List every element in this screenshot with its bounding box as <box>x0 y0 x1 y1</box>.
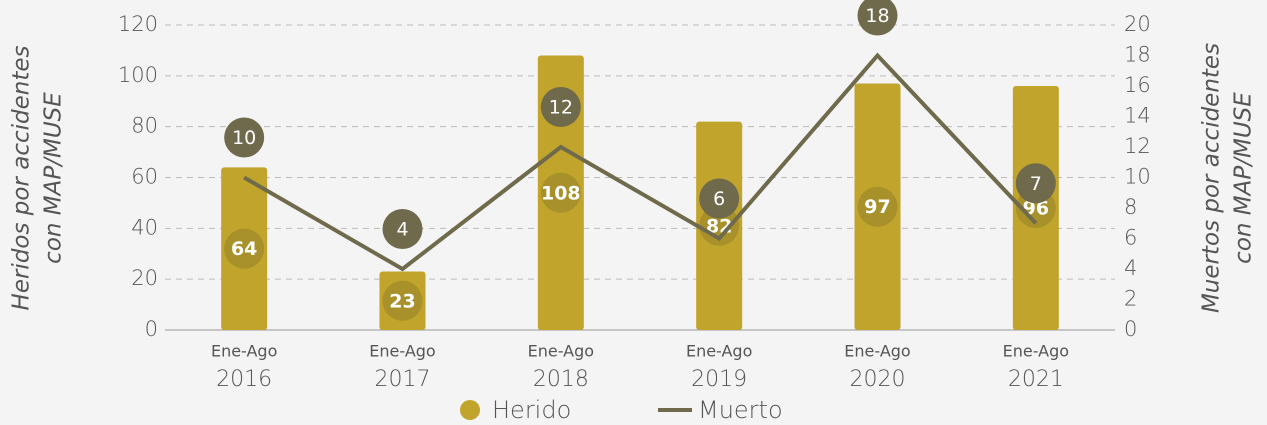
line-label-bg <box>224 117 265 158</box>
y-tick-label: 20 <box>131 266 158 290</box>
y2-tick-label: 6 <box>1124 226 1137 250</box>
bar-label: 64 <box>231 238 257 260</box>
y-tick-label: 120 <box>118 12 158 36</box>
bar-label-bg <box>540 172 581 213</box>
x-tick-label: 2017 <box>375 367 431 392</box>
line-label: 7 <box>1030 173 1042 195</box>
y2-tick-label: 18 <box>1124 43 1151 67</box>
x-tick-label: Ene-Ago <box>686 342 752 361</box>
x-tick-label: 2018 <box>533 367 589 392</box>
x-tick-label: 2019 <box>691 367 747 392</box>
y-axis-title: con MAP/MUSE <box>41 92 67 264</box>
bar-label: 23 <box>389 290 415 312</box>
y2-tick-label: 20 <box>1124 12 1151 36</box>
y-tick-label: 0 <box>145 317 158 341</box>
x-tick-label: 2020 <box>850 367 906 392</box>
y-axis-title: Heridos por accidentes <box>9 46 35 311</box>
line <box>243 52 1038 272</box>
legend-label: Muerto <box>698 396 783 424</box>
bar-label: 108 <box>541 182 581 204</box>
x-tick-label: Ene-Ago <box>528 342 594 361</box>
line-label: 12 <box>549 97 573 119</box>
y-tick-label: 60 <box>131 165 158 189</box>
x-tick-label: Ene-Ago <box>211 342 277 361</box>
x-tick-label: Ene-Ago <box>369 342 435 361</box>
y2-axis-title: con MAP/MUSE <box>1231 92 1257 264</box>
line-label-bg <box>699 178 740 219</box>
y2-tick-label: 2 <box>1124 287 1137 311</box>
y2-tick-label: 10 <box>1124 165 1151 189</box>
line-label: 18 <box>865 5 889 27</box>
y2-tick-label: 12 <box>1124 134 1151 158</box>
legend-label: Herido <box>492 396 571 424</box>
x-tick-label: Ene-Ago <box>1003 342 1069 361</box>
line-label-bg <box>1015 163 1056 204</box>
x-tick-label: 2021 <box>1008 367 1064 392</box>
y2-tick-label: 14 <box>1124 104 1151 128</box>
legend-swatch <box>460 400 480 420</box>
bar-label-bg <box>857 186 898 227</box>
y2-tick-label: 4 <box>1124 256 1137 280</box>
x-tick-label: Ene-Ago <box>844 342 910 361</box>
y2-tick-label: 0 <box>1124 317 1137 341</box>
line-label: 10 <box>232 127 256 149</box>
y2-axis-title: Muertos por accidentes <box>1199 43 1225 313</box>
y2-tick-label: 16 <box>1124 73 1151 97</box>
line-label-bg <box>540 87 581 127</box>
bar-label-bg <box>382 280 423 321</box>
line-label-bg <box>382 209 423 249</box>
y-tick-label: 80 <box>131 114 158 138</box>
y-tick-label: 40 <box>131 215 158 239</box>
line-label-bg <box>857 0 898 36</box>
line-label: 6 <box>713 188 725 210</box>
y2-tick-label: 8 <box>1124 195 1137 219</box>
x-tick-label: 2016 <box>216 367 272 392</box>
line-label: 4 <box>396 219 408 241</box>
y-tick-label: 100 <box>118 63 158 87</box>
bar-label: 97 <box>864 196 890 218</box>
bar-label-bg <box>224 228 265 269</box>
